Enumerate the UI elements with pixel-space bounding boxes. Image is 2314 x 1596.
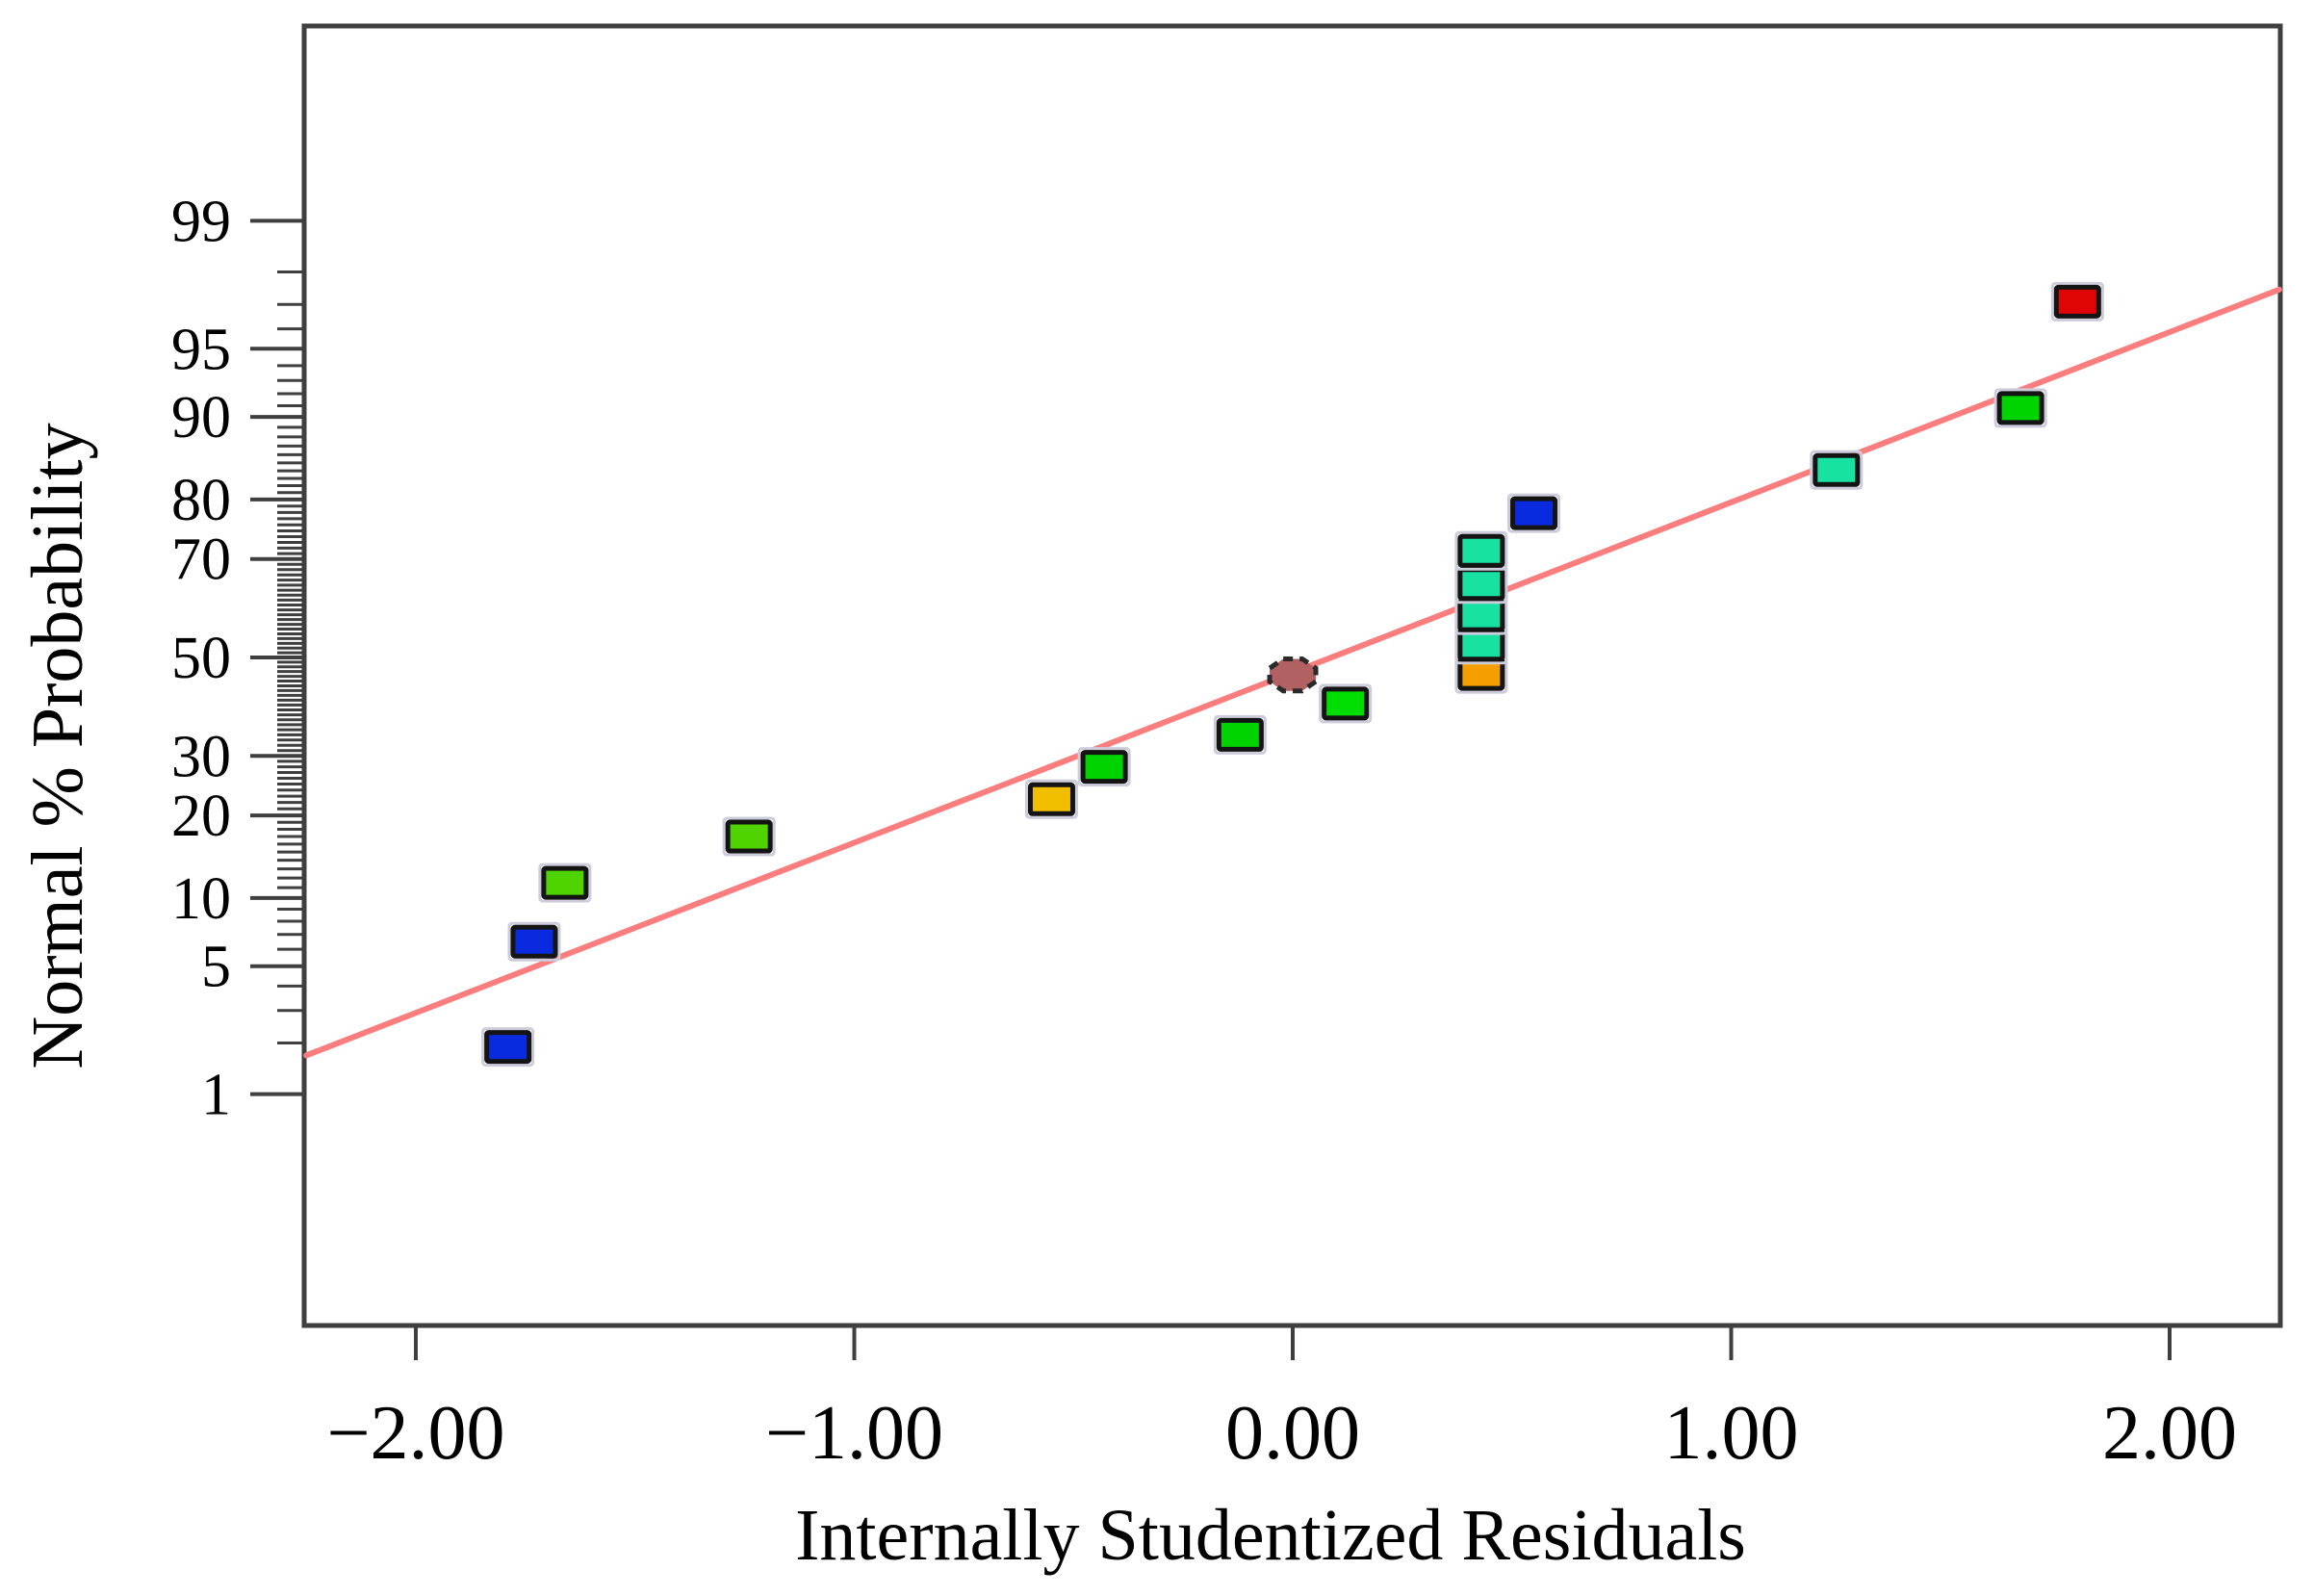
y-tick-label: 80 <box>171 468 231 533</box>
data-point-halo <box>1213 714 1267 755</box>
y-tick-label: 95 <box>171 317 231 382</box>
data-point <box>2053 284 2101 319</box>
data-point <box>510 924 558 959</box>
center-point-octagon <box>1267 656 1319 694</box>
x-tick-label: −2.00 <box>326 1391 504 1476</box>
y-tick-label: 5 <box>201 935 231 1000</box>
x-axis: −2.00 −1.00 0.00 1.00 2.00 <box>326 1326 2237 1476</box>
data-point <box>1457 533 1505 568</box>
data-point-halo <box>538 862 592 903</box>
data-point-halo <box>722 816 776 857</box>
data-point <box>725 819 773 854</box>
y-tick-label: 90 <box>171 385 231 450</box>
data-point-halo <box>1993 388 2047 428</box>
data-point <box>1813 452 1861 487</box>
y-tick-label: 70 <box>171 528 231 593</box>
y-tick-label: 50 <box>171 626 231 691</box>
data-point-halo <box>1319 683 1373 724</box>
data-point-halo <box>1024 779 1078 819</box>
data-point <box>1457 567 1505 602</box>
data-point-halo <box>1077 747 1131 787</box>
data-point-halo <box>2050 281 2104 322</box>
data-point-halo <box>1454 530 1508 571</box>
y-tick-label: 20 <box>171 784 231 849</box>
x-tick-label: −1.00 <box>765 1391 943 1476</box>
data-point-halo <box>507 921 561 962</box>
data-point <box>1322 686 1370 721</box>
x-axis-title: Internally Studentized Residuals <box>795 1495 1746 1576</box>
data-point-halo <box>1507 493 1561 533</box>
data-point-halo <box>481 1027 535 1068</box>
y-tick-label: 10 <box>171 866 231 932</box>
data-point <box>1510 496 1558 530</box>
data-point <box>1457 598 1505 632</box>
data-point <box>1996 391 2044 425</box>
y-axis-title: Normal % Probability <box>17 423 98 1068</box>
y-tick-label: 99 <box>171 189 231 254</box>
data-point <box>1080 750 1128 785</box>
x-tick-label: 0.00 <box>1225 1391 1360 1476</box>
x-tick-label: 2.00 <box>2102 1391 2237 1476</box>
points-layer <box>481 281 2104 1068</box>
x-tick-label: 1.00 <box>1664 1391 1799 1476</box>
data-point-halo <box>1810 450 1864 490</box>
data-point <box>484 1030 532 1065</box>
y-tick-label: 1 <box>201 1063 231 1128</box>
data-point <box>541 865 589 900</box>
data-point <box>1027 782 1075 816</box>
y-tick-label: 30 <box>171 724 231 789</box>
data-point <box>1216 717 1264 752</box>
